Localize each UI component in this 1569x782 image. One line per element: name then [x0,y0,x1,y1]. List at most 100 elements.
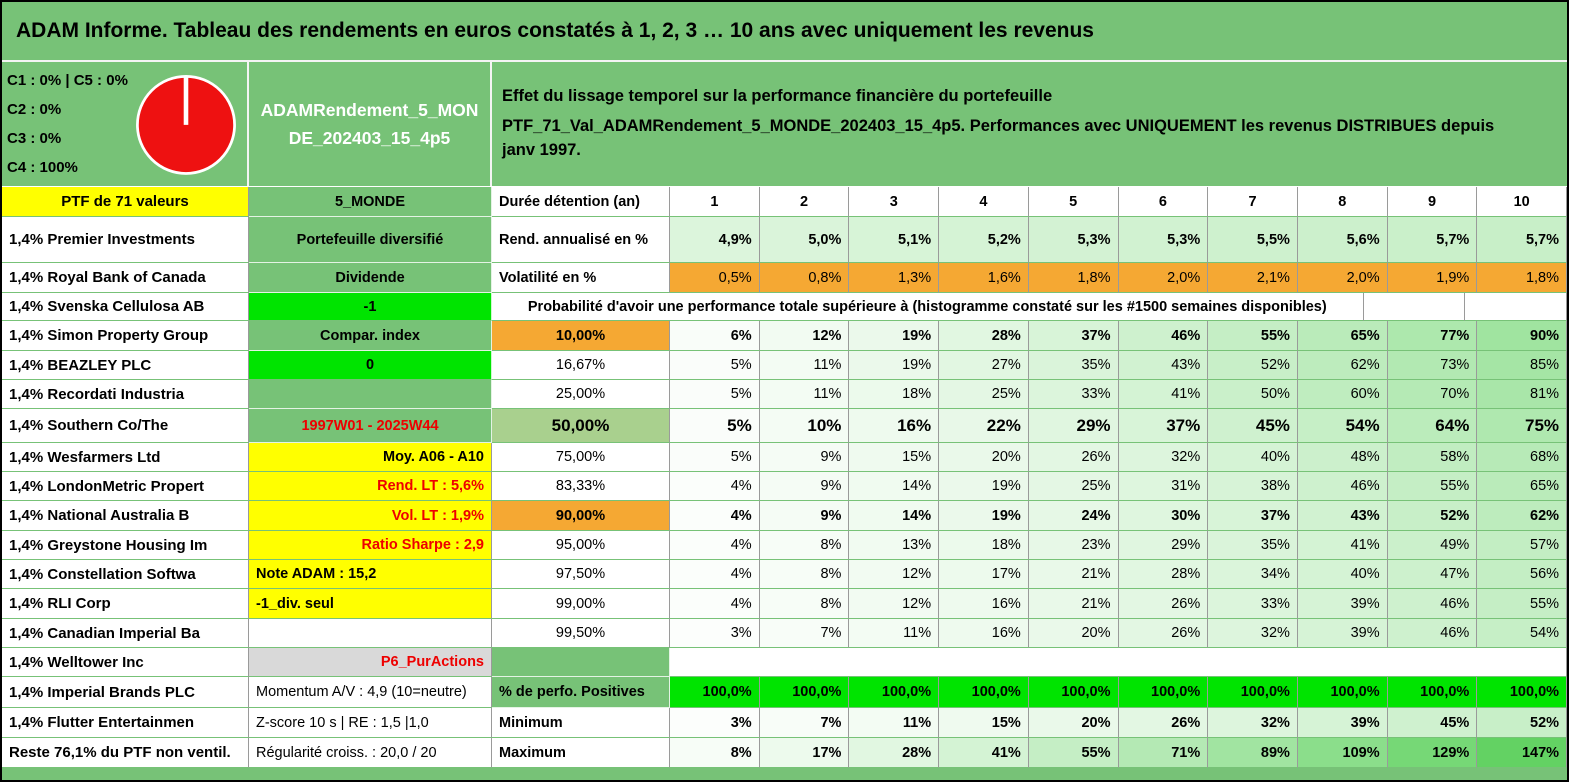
value-cell[interactable]: 109% [1297,738,1388,768]
value-cell[interactable]: 16% [849,409,940,443]
value-cell[interactable]: 10% [759,409,850,443]
metric-label-cell[interactable]: 50,00% [492,409,670,443]
value-cell[interactable]: 35% [1208,531,1298,560]
value-cell[interactable]: 26% [1028,443,1119,472]
stock-cell[interactable]: 1,4% Welltower Inc [2,648,249,677]
stock-cell[interactable]: 1,4% National Australia B [2,501,249,531]
value-cell[interactable]: 4,9% [670,217,760,263]
meta-cell[interactable]: 0 [249,351,492,380]
value-cell[interactable]: 32% [1118,443,1209,472]
meta-cell[interactable]: Ratio Sharpe : 2,9 [249,531,492,560]
value-cell[interactable]: 14% [849,501,940,531]
value-cell[interactable]: 29% [1028,409,1119,443]
value-cell[interactable]: 13% [849,531,940,560]
value-cell[interactable]: 100,0% [670,677,760,708]
value-cell[interactable]: 62% [1297,351,1388,380]
value-cell[interactable]: 1,8% [1477,263,1568,293]
value-cell[interactable]: 90% [1477,321,1568,351]
value-cell[interactable]: 16% [939,589,1029,619]
value-cell[interactable]: 3% [670,708,760,738]
value-cell[interactable]: 11% [849,619,940,648]
allocation-summary-cell[interactable]: C1 : 0% | C5 : 0% C2 : 0% C3 : 0% C4 : 1… [2,62,249,186]
value-cell[interactable]: 52% [1477,708,1568,738]
value-cell[interactable]: 1,6% [939,263,1029,293]
value-cell[interactable]: 65% [1297,321,1388,351]
value-cell[interactable]: 100,0% [759,677,850,708]
value-cell[interactable]: 5,7% [1387,217,1478,263]
value-cell[interactable]: 28% [849,738,940,768]
meta-cell[interactable]: Régularité croiss. : 20,0 / 20 [249,738,492,768]
metric-label-cell[interactable]: 97,50% [492,560,670,589]
meta-cell[interactable]: Z-score 10 s | RE : 1,5 |1,0 [249,708,492,738]
value-cell[interactable]: 62% [1477,501,1568,531]
value-cell[interactable]: 1,8% [1028,263,1119,293]
value-cell[interactable]: 3% [670,619,760,648]
year-header-cell[interactable]: 9 [1387,187,1478,217]
value-cell[interactable]: 54% [1297,409,1388,443]
value-cell[interactable]: 43% [1297,501,1388,531]
value-cell[interactable]: 15% [939,708,1029,738]
value-cell[interactable]: 100,0% [1297,677,1388,708]
value-cell[interactable]: 8% [759,531,850,560]
value-cell[interactable]: 46% [1387,619,1478,648]
meta-cell[interactable]: 1997W01 - 2025W44 [249,409,492,443]
value-cell[interactable]: 46% [1297,472,1388,501]
value-cell[interactable]: 45% [1387,708,1478,738]
stock-cell[interactable]: 1,4% Wesfarmers Ltd [2,443,249,472]
value-cell[interactable]: 5,3% [1028,217,1119,263]
meta-cell[interactable]: Note ADAM : 15,2 [249,560,492,589]
value-cell[interactable]: 147% [1477,738,1568,768]
value-cell[interactable]: 24% [1028,501,1119,531]
value-cell[interactable]: 34% [1208,560,1298,589]
year-header-cell[interactable]: 5 [1028,187,1119,217]
value-cell[interactable]: 60% [1297,380,1388,409]
value-cell[interactable]: 20% [1028,708,1119,738]
value-cell[interactable]: 38% [1208,472,1298,501]
value-cell[interactable]: 5,2% [939,217,1029,263]
metric-label-cell[interactable]: Rend. annualisé en % [492,217,670,263]
metric-label-cell[interactable]: Volatilité en % [492,263,670,293]
value-cell[interactable]: 12% [849,560,940,589]
value-cell[interactable]: 55% [1208,321,1298,351]
value-cell[interactable]: 9% [759,501,850,531]
value-cell[interactable]: 100,0% [1118,677,1209,708]
value-cell[interactable]: 2,0% [1118,263,1209,293]
value-cell[interactable]: 30% [1118,501,1209,531]
value-cell[interactable]: 32% [1208,619,1298,648]
value-cell[interactable]: 37% [1208,501,1298,531]
empty-merged-cell[interactable] [670,648,1567,677]
value-cell[interactable]: 55% [1477,589,1568,619]
value-cell[interactable]: 5,0% [759,217,850,263]
value-cell[interactable]: 49% [1387,531,1478,560]
metric-label-cell[interactable]: 10,00% [492,321,670,351]
stock-cell[interactable]: 1,4% Flutter Entertainmen [2,708,249,738]
value-cell[interactable]: 52% [1208,351,1298,380]
value-cell[interactable]: 4% [670,472,760,501]
stock-cell[interactable]: 1,4% Greystone Housing Im [2,531,249,560]
value-cell[interactable]: 77% [1387,321,1478,351]
value-cell[interactable]: 40% [1297,560,1388,589]
stock-cell[interactable]: 1,4% Recordati Industria [2,380,249,409]
value-cell[interactable]: 4% [670,560,760,589]
value-cell[interactable]: 17% [759,738,850,768]
value-cell[interactable]: 17% [939,560,1029,589]
value-cell[interactable]: 55% [1028,738,1119,768]
value-cell[interactable]: 58% [1387,443,1478,472]
meta-cell[interactable]: P6_PurActions [249,648,492,677]
value-cell[interactable]: 39% [1297,589,1388,619]
value-cell[interactable]: 21% [1028,560,1119,589]
meta-cell[interactable]: Moy. A06 - A10 [249,443,492,472]
value-cell[interactable]: 57% [1477,531,1568,560]
value-cell[interactable]: 26% [1118,708,1209,738]
value-cell[interactable]: 12% [849,589,940,619]
metric-label-cell[interactable]: 16,67% [492,351,670,380]
metric-label-cell[interactable]: 99,00% [492,589,670,619]
portfolio-id-cell[interactable]: ADAMRendement_5_MON DE_202403_15_4p5 [249,62,492,186]
year-header-cell[interactable]: 4 [939,187,1029,217]
meta-cell[interactable] [249,619,492,648]
meta-cell[interactable]: Portefeuille diversifié [249,217,492,263]
value-cell[interactable]: 19% [849,321,940,351]
value-cell[interactable]: 89% [1208,738,1298,768]
stock-cell[interactable]: 1,4% Southern Co/The [2,409,249,443]
value-cell[interactable]: 75% [1477,409,1568,443]
